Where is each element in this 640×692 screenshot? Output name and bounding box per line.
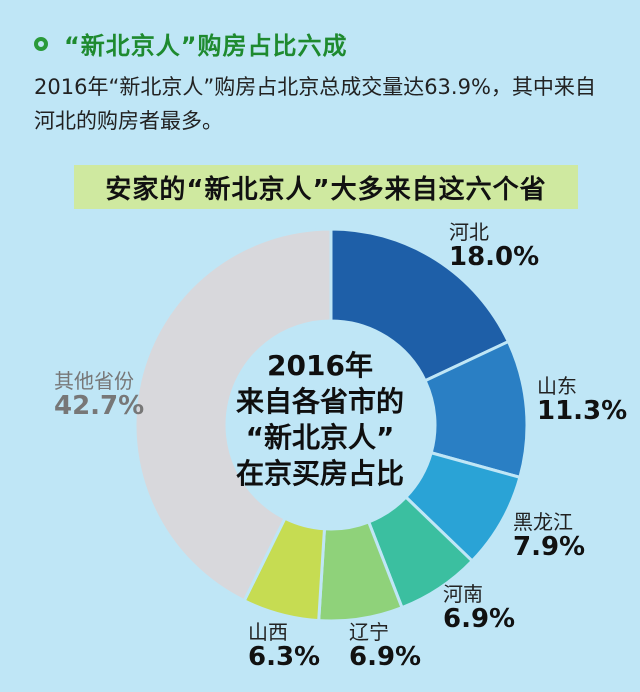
chart-center-title: 2016年 来自各省市的 “新北京人” 在京买房占比 [212, 348, 428, 492]
label-hebei-value: 18.0% [449, 242, 540, 272]
section-title: “新北京人”购房占比六成 [64, 32, 348, 60]
label-shandong-name: 山东 [537, 374, 577, 398]
label-henan: 河南 6.9% [443, 584, 515, 632]
label-liaoning-value: 6.9% [349, 642, 422, 672]
label-liaoning: 辽宁 6.9% [349, 622, 421, 670]
chart-banner-text: 安家的“新北京人”大多来自这六个省 [105, 174, 547, 205]
center-line-3: “新北京人” [245, 421, 395, 454]
label-henan-name: 河南 [443, 582, 483, 606]
label-heilongjiang: 黑龙江 7.9% [513, 512, 585, 560]
label-hebei-name: 河北 [449, 220, 489, 244]
label-henan-value: 6.9% [443, 604, 516, 634]
label-other-value: 42.7% [54, 391, 145, 421]
label-heilongjiang-name: 黑龙江 [513, 510, 573, 534]
label-hebei: 河北 18.0% [449, 222, 539, 270]
label-liaoning-name: 辽宁 [349, 620, 389, 644]
label-heilongjiang-value: 7.9% [513, 532, 586, 562]
label-other-provinces: 其他省份 42.7% [54, 371, 144, 419]
circle-bullet-icon [34, 36, 48, 51]
center-line-1: 2016年 [267, 349, 373, 382]
slice-other-provinces [133, 227, 333, 603]
slice-hebei [329, 227, 511, 383]
section-header: “新北京人”购房占比六成 [34, 26, 348, 61]
label-shandong: 山东 11.3% [537, 376, 627, 424]
center-line-2: 来自各省市的 [235, 385, 404, 418]
center-line-4: 在京买房占比 [235, 457, 404, 490]
label-shanxi-value: 6.3% [248, 642, 321, 672]
label-other-name: 其他省份 [54, 369, 134, 393]
label-shandong-value: 11.3% [537, 396, 628, 426]
chart-banner: 安家的“新北京人”大多来自这六个省 [74, 165, 578, 209]
intro-paragraph: 2016年“新北京人”购房占北京总成交量达63.9%，其中来自河北的购房者最多。 [34, 75, 596, 133]
label-shanxi-name: 山西 [248, 620, 288, 644]
label-shanxi: 山西 6.3% [248, 622, 320, 670]
